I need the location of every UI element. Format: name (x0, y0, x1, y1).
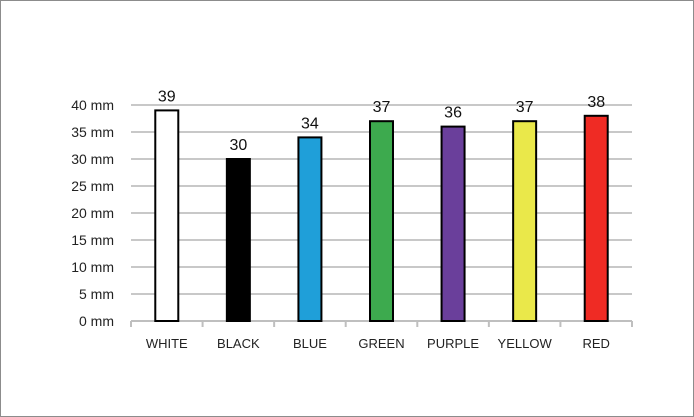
data-label: 30 (229, 137, 247, 154)
bar-blue (297, 136, 323, 322)
category-label: PURPLE (427, 336, 479, 351)
bar-white (154, 109, 180, 323)
bar-yellow (512, 120, 538, 322)
y-tick-label: 30 mm (71, 151, 114, 167)
y-tick-label: 15 mm (71, 232, 114, 248)
category-label: BLACK (217, 336, 260, 351)
data-label: 36 (444, 105, 462, 122)
y-tick-label: 20 mm (71, 205, 114, 221)
y-tick-label: 0 mm (79, 313, 114, 329)
data-label: 38 (587, 94, 605, 111)
bars (154, 109, 609, 323)
y-tick-label: 40 mm (71, 97, 114, 113)
data-label: 37 (373, 99, 391, 116)
data-label: 37 (516, 99, 534, 116)
category-labels: WHITE BLACK BLUE GREEN PURPLE YELLOW RED (146, 336, 610, 351)
category-label: YELLOW (498, 336, 553, 351)
y-tick-label: 5 mm (79, 286, 114, 302)
category-label: WHITE (146, 336, 188, 351)
bar-purple (440, 125, 466, 322)
category-label: GREEN (358, 336, 404, 351)
category-label: BLUE (293, 336, 327, 351)
bar-red (583, 114, 609, 322)
bar-black (225, 158, 251, 322)
data-labels: 39 30 34 37 36 37 38 (158, 88, 605, 154)
y-axis-tick-labels: 0 mm 5 mm 10 mm 15 mm 20 mm 25 mm 30 mm 35 mm 40… (71, 97, 114, 329)
y-tick-label: 35 mm (71, 124, 114, 140)
category-label: RED (582, 336, 609, 351)
y-tick-label: 25 mm (71, 178, 114, 194)
data-label: 34 (301, 115, 319, 132)
data-label: 39 (158, 88, 176, 105)
bar-green (369, 120, 394, 322)
y-tick-label: 10 mm (71, 259, 114, 275)
